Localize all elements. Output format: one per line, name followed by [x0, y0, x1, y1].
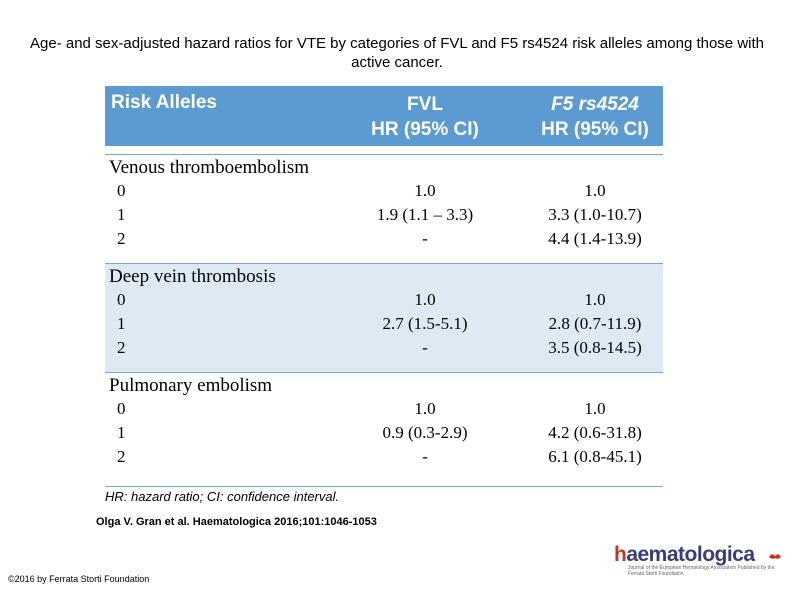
table-row: 2 - 3.5 (0.8-14.5) [105, 338, 663, 362]
fvl-cell: 2.7 (1.5-5.1) [382, 314, 468, 333]
f5-cell: 1.0 [584, 181, 606, 200]
table-row: 2 - 4.4 (1.4-13.9) [105, 229, 663, 253]
table-row: 0 1.0 1.0 [105, 290, 663, 314]
alleles-cell: 1 [117, 205, 126, 224]
alleles-cell: 1 [117, 314, 126, 333]
f5-cell: 4.4 (1.4-13.9) [548, 229, 642, 248]
fvl-cell: - [422, 447, 428, 466]
alleles-cell: 2 [117, 447, 126, 466]
alleles-cell: 0 [117, 290, 126, 309]
f5-cell: 1.0 [584, 399, 606, 418]
header-fvl: FVL HR (95% CI) [360, 92, 490, 142]
section-heading: Deep vein thrombosis [109, 266, 276, 287]
fvl-cell: - [422, 338, 428, 357]
alleles-cell: 1 [117, 423, 126, 442]
section-heading: Pulmonary embolism [109, 375, 273, 396]
table-row: 1 1.9 (1.1 – 3.3) 3.3 (1.0-10.7) [105, 205, 663, 229]
table-row: 1 0.9 (0.3-2.9) 4.2 (0.6-31.8) [105, 423, 663, 447]
slide-title: Age- and sex-adjusted hazard ratios for … [30, 35, 764, 71]
header-f5: F5 rs4524 HR (95% CI) [520, 92, 670, 142]
logo-word: aematologica [626, 543, 755, 566]
fvl-cell: 1.0 [414, 181, 436, 200]
table-row: 1 2.7 (1.5-5.1) 2.8 (0.7-11.9) [105, 314, 663, 338]
f5-cell: 1.0 [584, 290, 606, 309]
f5-cell: 6.1 (0.8-45.1) [548, 447, 642, 466]
section-venous-thromboembolism: Venous thromboembolism 0 1.0 1.0 1 1.9 (… [105, 154, 663, 263]
section-deep-vein-thrombosis: Deep vein thrombosis 0 1.0 1.0 1 2.7 (1.… [105, 263, 663, 372]
fvl-cell: 1.0 [414, 290, 436, 309]
alleles-cell: 0 [117, 399, 126, 418]
table-row: 0 1.0 1.0 [105, 399, 663, 423]
header-f5-title: F5 rs4524 [551, 94, 639, 115]
fvl-cell: 1.9 (1.1 – 3.3) [376, 205, 474, 224]
table-row: 0 1.0 1.0 [105, 181, 663, 205]
logo-emblem-icon [769, 554, 781, 559]
haematologica-logo: haematologica Journal of the European He… [600, 543, 785, 577]
hazard-ratio-table: Risk Alleles FVL HR (95% CI) F5 rs4524 H… [105, 86, 663, 504]
table-footnote: HR: hazard ratio; CI: confidence interva… [105, 486, 663, 504]
f5-cell: 3.5 (0.8-14.5) [548, 338, 642, 357]
logo-tagline: Journal of the European Hematology Assoc… [628, 565, 775, 577]
f5-cell: 2.8 (0.7-11.9) [548, 314, 642, 333]
header-fvl-sub: HR (95% CI) [371, 119, 479, 140]
logo-wordmark: haematologica [614, 543, 755, 567]
table-row: 2 - 6.1 (0.8-45.1) [105, 447, 663, 471]
section-heading: Venous thromboembolism [109, 157, 310, 178]
fvl-cell: - [422, 229, 428, 248]
copyright: ©2016 by Ferrata Storti Foundation [8, 574, 150, 584]
fvl-cell: 1.0 [414, 399, 436, 418]
logo-prefix: h [614, 543, 627, 566]
f5-cell: 3.3 (1.0-10.7) [548, 205, 642, 224]
header-risk-alleles: Risk Alleles [111, 92, 217, 113]
citation: Olga V. Gran et al. Haematologica 2016;1… [96, 516, 377, 528]
alleles-cell: 0 [117, 181, 126, 200]
f5-cell: 4.2 (0.6-31.8) [548, 423, 642, 442]
fvl-cell: 0.9 (0.3-2.9) [382, 423, 468, 442]
header-f5-sub: HR (95% CI) [541, 119, 649, 140]
header-fvl-title: FVL [407, 94, 443, 115]
section-pulmonary-embolism: Pulmonary embolism 0 1.0 1.0 1 0.9 (0.3-… [105, 372, 663, 481]
alleles-cell: 2 [117, 229, 126, 248]
table-header: Risk Alleles FVL HR (95% CI) F5 rs4524 H… [105, 86, 663, 146]
alleles-cell: 2 [117, 338, 126, 357]
